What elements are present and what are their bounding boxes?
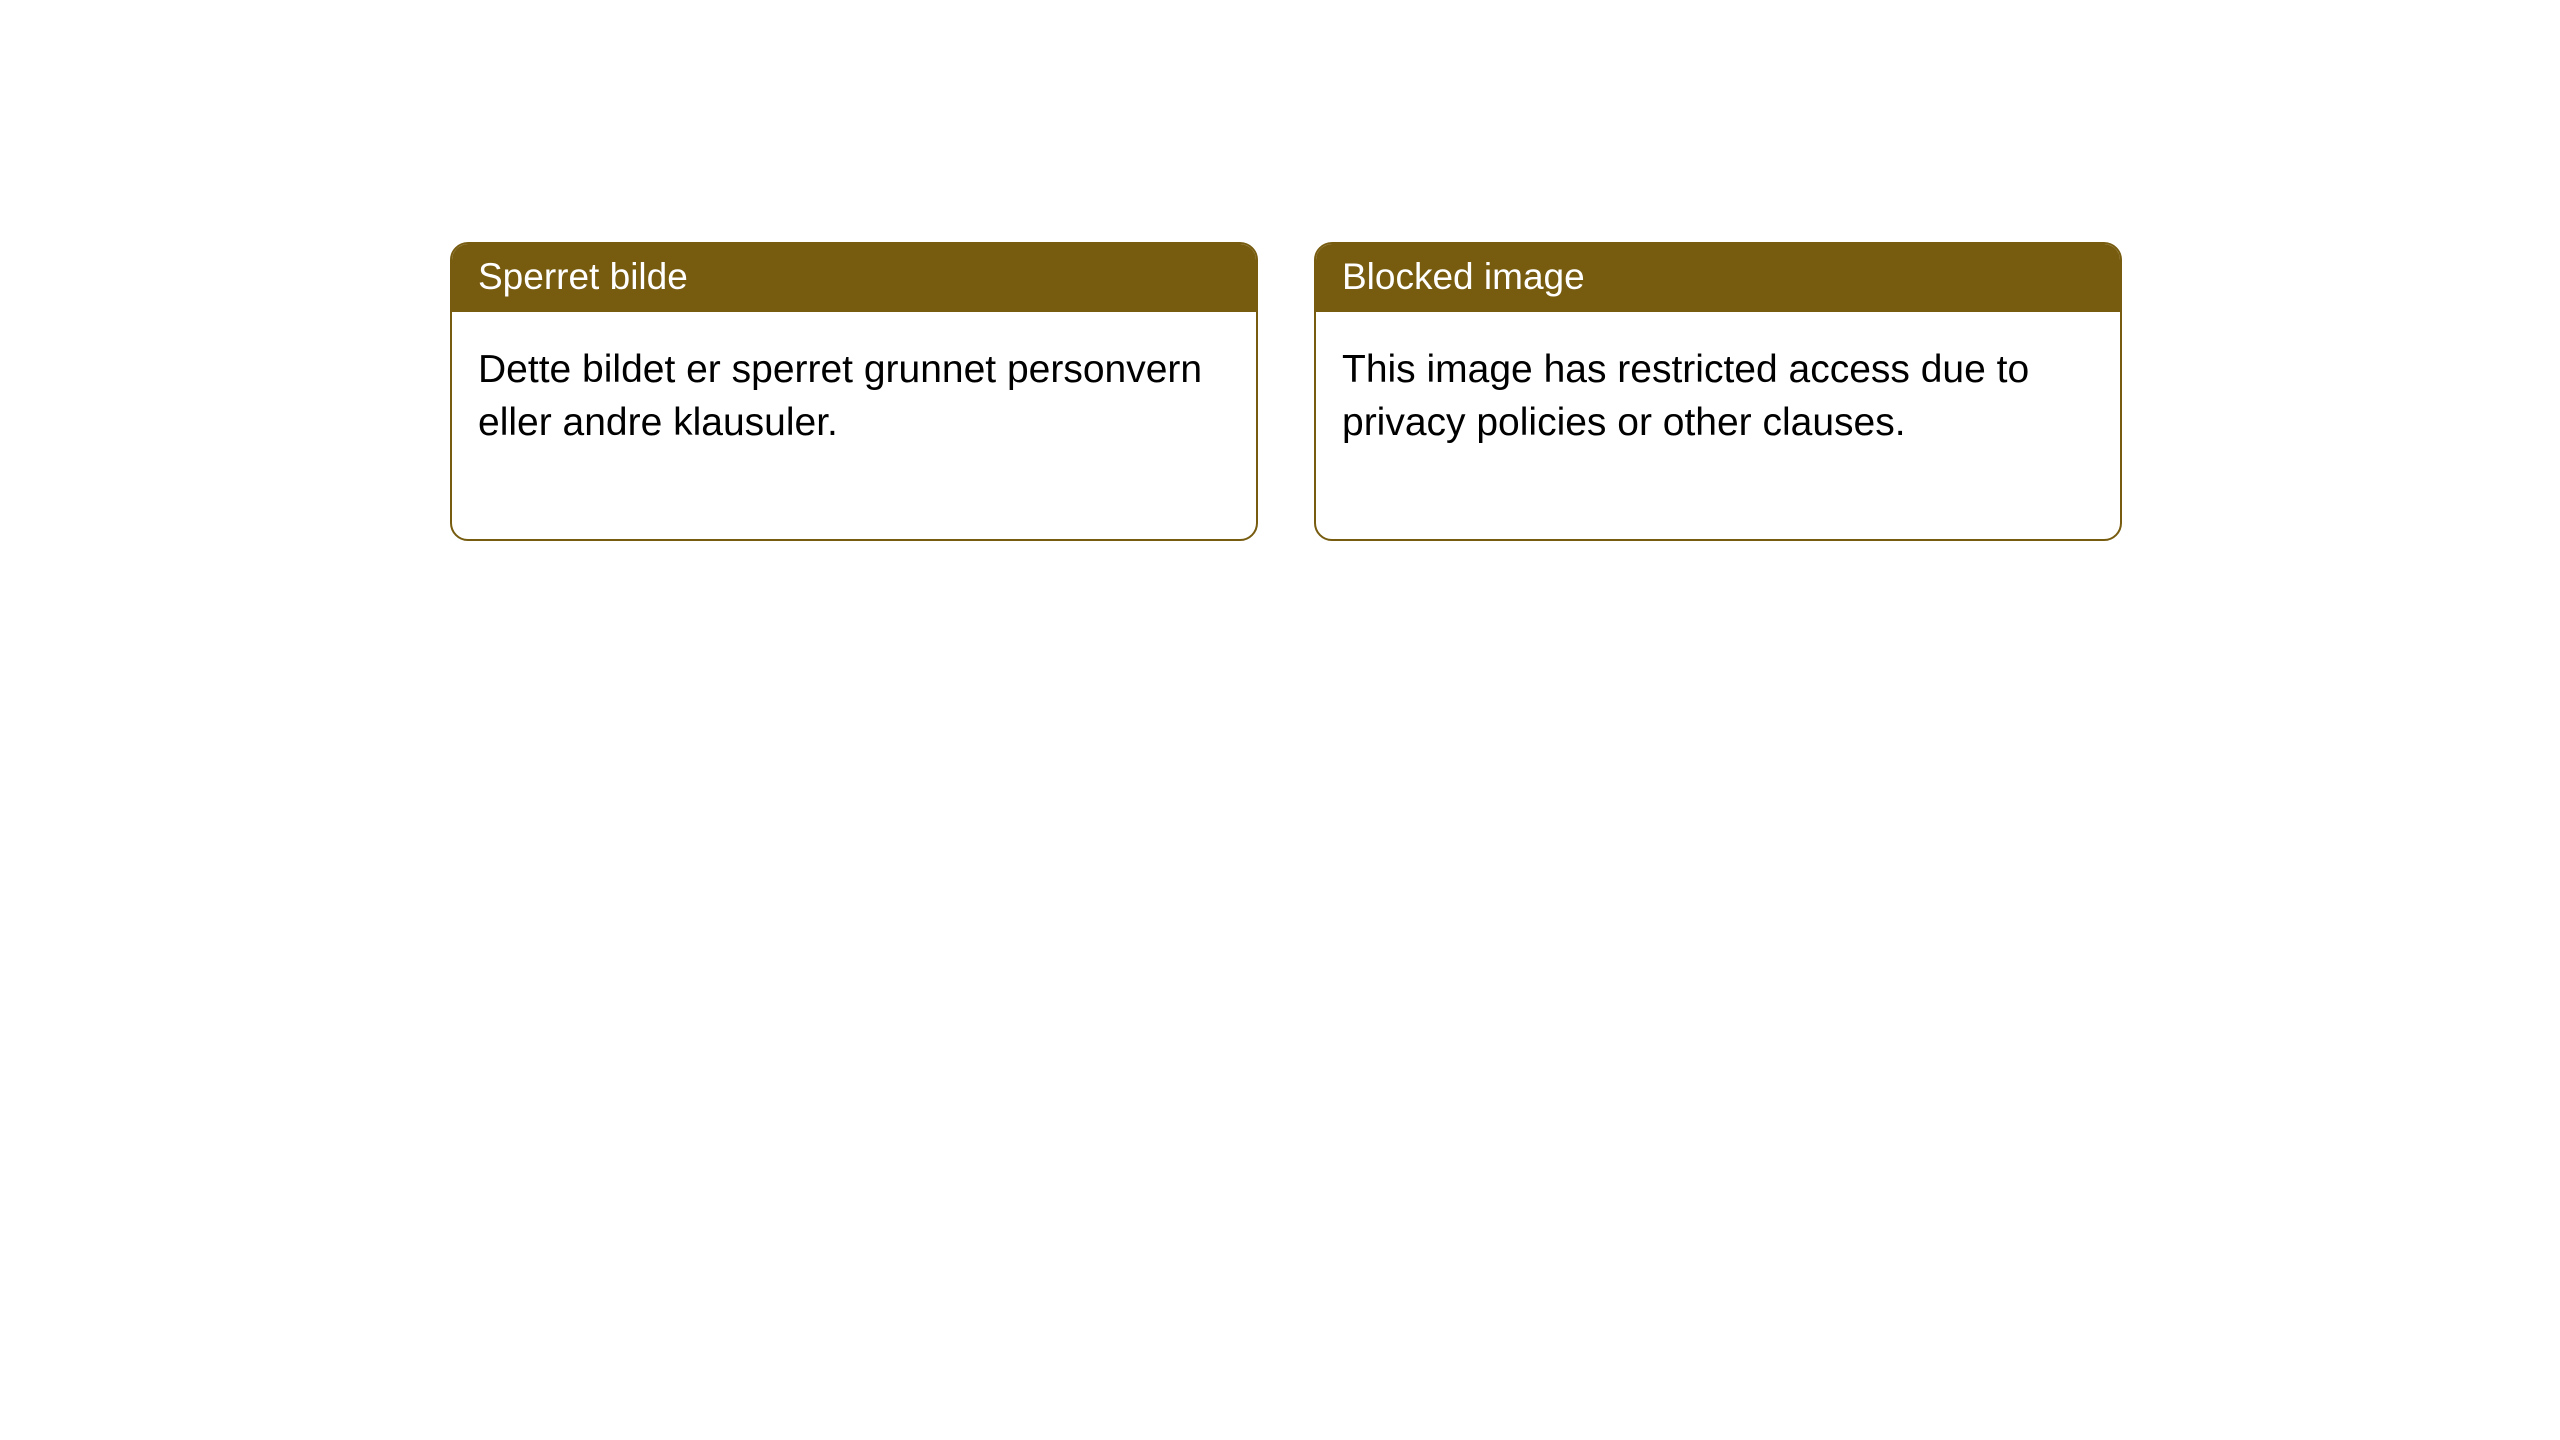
notice-card-english: Blocked image This image has restricted … [1314,242,2122,541]
notice-header: Blocked image [1316,244,2120,312]
notice-header: Sperret bilde [452,244,1256,312]
notice-container: Sperret bilde Dette bildet er sperret gr… [0,0,2560,541]
notice-card-norwegian: Sperret bilde Dette bildet er sperret gr… [450,242,1258,541]
notice-body: This image has restricted access due to … [1316,312,2120,539]
notice-body: Dette bildet er sperret grunnet personve… [452,312,1256,539]
